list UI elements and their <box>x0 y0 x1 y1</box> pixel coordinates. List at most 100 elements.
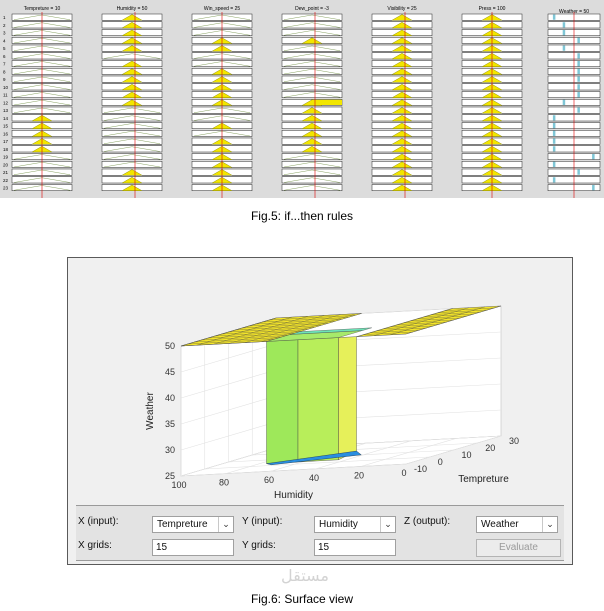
rule-cell <box>101 106 163 114</box>
output-bar <box>552 138 556 144</box>
rule-viewer-panel: Tempreture = 10 Humidity = 50 Win_speed = … <box>0 0 604 198</box>
membership-triangle <box>391 22 413 29</box>
surface-mesh-line <box>180 317 277 347</box>
rule-number: 16 <box>3 131 9 136</box>
output-bar <box>552 123 556 129</box>
membership-triangle <box>121 68 143 75</box>
surface-mesh-line <box>213 316 309 345</box>
rule-cell <box>281 161 343 168</box>
membership-triangle <box>391 115 413 122</box>
membership-triangle <box>121 84 143 91</box>
x-tick-label: 30 <box>509 436 519 446</box>
output-bar <box>577 92 580 98</box>
membership-curve <box>283 169 341 175</box>
membership-triangle <box>301 146 323 153</box>
surface-mesh-line <box>405 305 502 335</box>
surface-mesh-line <box>197 316 293 346</box>
membership-curve <box>103 53 161 59</box>
membership-triangle <box>121 29 143 36</box>
rule-cell <box>101 114 163 122</box>
x-grids-field[interactable]: 15 <box>152 539 234 556</box>
membership-curve <box>283 154 341 160</box>
membership-triangle <box>391 68 413 75</box>
rule-cell <box>281 13 343 21</box>
evaluate-button[interactable]: Evaluate <box>476 539 561 557</box>
x-tick-label: 20 <box>485 443 495 453</box>
y-tick-label: 40 <box>309 473 319 483</box>
output-bar <box>577 53 580 59</box>
membership-triangle <box>121 177 143 184</box>
rule-cell <box>281 184 343 191</box>
rule-number: 9 <box>3 77 6 82</box>
output-bar <box>562 45 566 51</box>
rule-number: 15 <box>3 124 9 129</box>
membership-triangle <box>391 130 413 137</box>
rule-number: 3 <box>3 31 6 36</box>
x-input-select[interactable]: Tempreture ⌄ <box>152 516 234 533</box>
membership-triangle <box>301 130 323 137</box>
z-output-select[interactable]: Weather ⌄ <box>476 516 558 533</box>
surface-well-top <box>290 327 372 335</box>
surface-mesh-line <box>410 317 461 321</box>
x-input-value: Tempreture <box>157 519 208 530</box>
rule-cell <box>101 153 163 160</box>
rule-number: 14 <box>3 116 9 121</box>
output-bar <box>562 22 566 28</box>
membership-curve <box>283 30 341 36</box>
rule-viewer-grid: Tempreture = 10 Humidity = 50 Win_speed = … <box>3 6 601 198</box>
rule-number: 20 <box>3 162 9 167</box>
chevron-down-icon[interactable]: ⌄ <box>380 517 395 532</box>
z-tick-label: 30 <box>165 445 175 455</box>
y-input-select[interactable]: Humidity ⌄ <box>314 516 396 533</box>
surface-plot-area: 25 30 35 40 45 50 Weather 100 80 60 40 20 0 Humidity -… <box>76 264 564 502</box>
surface-well-bottom <box>266 450 362 466</box>
y-grids-label: Y grids: <box>242 540 276 551</box>
membership-triangle <box>121 91 143 98</box>
z-output-label: Z (output): <box>404 516 451 527</box>
surface-mesh-line <box>424 313 474 317</box>
output-bar <box>562 30 566 36</box>
surface-mesh-line <box>444 307 495 311</box>
z-tick-label: 25 <box>165 471 175 481</box>
membership-triangle <box>391 76 413 83</box>
grid-line <box>180 463 407 477</box>
rule-number: 21 <box>3 170 9 175</box>
membership-triangle <box>391 153 413 160</box>
rule-cell <box>281 29 343 36</box>
chevron-down-icon[interactable]: ⌄ <box>542 517 557 532</box>
surface-mesh-line <box>390 323 440 327</box>
membership-triangle <box>391 122 413 129</box>
rule-number: 10 <box>3 85 9 90</box>
rule-cell <box>281 52 343 60</box>
membership-triangle <box>301 37 323 44</box>
membership-triangle <box>391 161 413 168</box>
rule-number: 17 <box>3 139 9 144</box>
membership-curve <box>283 53 341 59</box>
membership-triangle <box>301 122 323 129</box>
y-grids-field[interactable]: 15 <box>314 539 396 556</box>
surface-mesh-line <box>221 329 308 335</box>
surface-well-wall <box>338 336 357 461</box>
surface-mesh-line <box>376 327 427 331</box>
rule-number: 13 <box>3 108 9 113</box>
membership-triangle <box>391 84 413 91</box>
membership-triangle <box>391 146 413 153</box>
output-bar <box>552 130 556 136</box>
rule-number: 7 <box>3 62 6 67</box>
surface-mesh-line <box>235 325 321 331</box>
z-output-value: Weather <box>481 519 519 530</box>
membership-curve <box>283 45 341 51</box>
rule-cell <box>101 52 163 60</box>
surface-mesh-line <box>370 329 420 333</box>
x-tick-label: 0 <box>438 457 443 467</box>
chevron-down-icon[interactable]: ⌄ <box>218 517 233 532</box>
surface-mesh-line <box>356 333 407 337</box>
rule-number: 4 <box>3 38 6 43</box>
membership-triangle <box>391 184 413 191</box>
surface-mesh-line <box>242 323 328 329</box>
x-tick-label: -10 <box>414 464 427 474</box>
z-tick-label: 45 <box>165 367 175 377</box>
membership-curve <box>103 107 161 113</box>
membership-triangle <box>391 53 413 60</box>
membership-triangle <box>391 29 413 36</box>
